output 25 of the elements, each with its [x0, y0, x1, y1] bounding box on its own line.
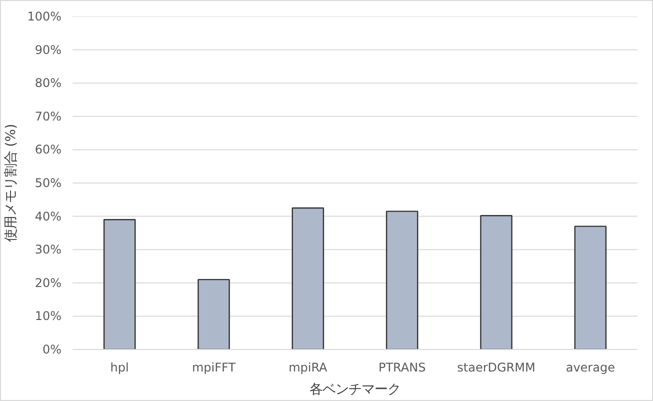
y-tick-label: 30% [34, 242, 62, 257]
y-axis-title: 使用メモリ割合 (%) [4, 124, 20, 242]
y-tick-label: 20% [34, 276, 62, 290]
y-tick-label: 0% [42, 342, 62, 356]
y-tick-label: 60% [34, 142, 62, 157]
bar [292, 207, 324, 350]
y-tick-label: 70% [34, 109, 62, 124]
bar [198, 278, 230, 350]
bar [480, 215, 512, 350]
x-tick-label: hpl [110, 360, 129, 374]
y-tick-label: 100% [27, 10, 62, 24]
x-tick-label: staerDGRMM [457, 360, 536, 374]
bar [103, 219, 136, 350]
bar [386, 210, 418, 350]
y-tick-label: 80% [34, 76, 62, 90]
x-tick-label: mpiFFT [192, 360, 236, 374]
bar [574, 226, 607, 350]
y-tick-label: 90% [34, 42, 62, 57]
x-axis-title: 各ベンチマーク [310, 382, 400, 398]
y-tick-label: 40% [34, 209, 62, 224]
y-tick-label: 50% [34, 176, 62, 190]
x-tick-label: PTRANS [378, 360, 426, 374]
y-tick-label: 10% [34, 309, 62, 324]
x-tick-label: mpiRA [288, 360, 328, 374]
x-tick-label: average [566, 360, 615, 374]
